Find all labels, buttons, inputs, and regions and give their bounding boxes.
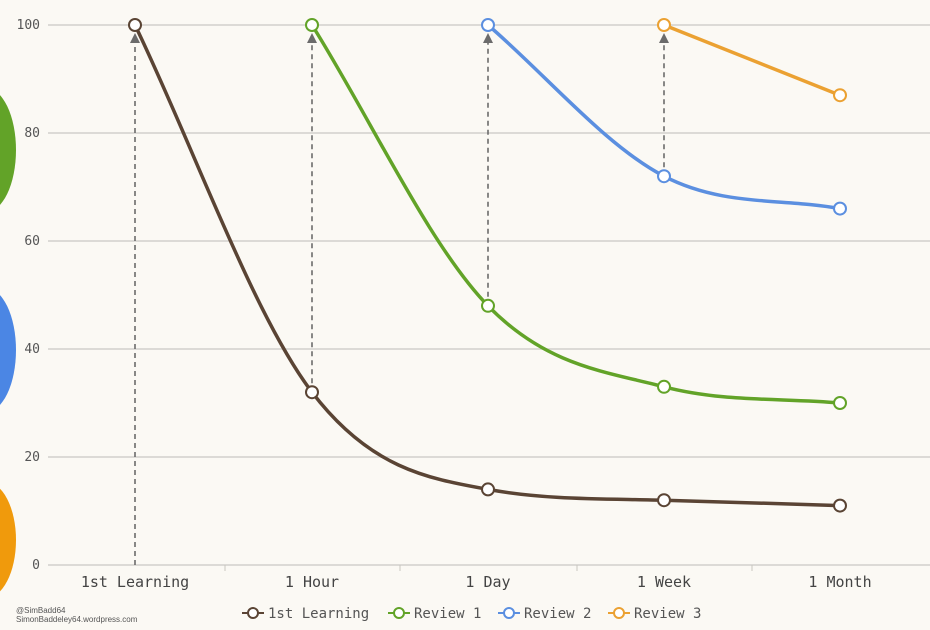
credit-url: SimonBaddeley64.wordpress.com [16, 615, 138, 624]
data-point [657, 18, 671, 32]
legend-label: Review 2 [524, 606, 591, 622]
x-tick-label: 1 Month [808, 573, 871, 591]
y-tick-label: 40 [24, 342, 40, 357]
side-decorations [0, 95, 16, 592]
y-axis-ticks: 0 20 40 60 80 100 [17, 18, 40, 573]
side-blob [0, 95, 16, 205]
data-point [833, 498, 847, 513]
data-point [305, 18, 319, 32]
side-blob [0, 488, 16, 592]
data-point [481, 482, 495, 497]
review-arrowhead [483, 33, 493, 43]
legend: 1st Learning Review 1 Review 2 Review 3 [242, 606, 701, 622]
side-blob [0, 295, 16, 405]
legend-marker [613, 607, 625, 619]
x-tick-label: 1 Week [637, 573, 691, 591]
y-tick-label: 100 [17, 18, 40, 33]
data-point [833, 396, 847, 410]
data-point [128, 18, 142, 32]
legend-label: 1st Learning [268, 606, 369, 622]
data-point [833, 88, 847, 103]
data-point [481, 18, 495, 32]
series-lines [133, 23, 842, 508]
x-axis-ticks: 1st Learning 1 Hour 1 Day 1 Week 1 Month [81, 565, 872, 591]
x-tick-label: 1 Day [465, 573, 510, 591]
y-tick-label: 80 [24, 126, 40, 141]
review-arrows [130, 33, 669, 565]
legend-marker [393, 607, 405, 619]
legend-marker [503, 607, 515, 619]
credit-handle: @SimBadd64 [16, 606, 66, 615]
y-tick-label: 20 [24, 450, 40, 465]
data-point [833, 201, 847, 216]
y-tick-label: 60 [24, 234, 40, 249]
legend-label: Review 3 [634, 606, 701, 622]
legend-marker [247, 607, 259, 619]
series-line [310, 23, 842, 405]
y-tick-label: 0 [32, 558, 40, 573]
series-points [128, 18, 847, 513]
x-tick-label: 1 Hour [285, 573, 339, 591]
data-point [657, 493, 671, 508]
legend-label: Review 1 [414, 606, 481, 622]
review-arrowhead [130, 33, 140, 43]
data-point [305, 385, 319, 400]
series-line [662, 23, 842, 97]
x-tick-label: 1st Learning [81, 573, 189, 591]
series-line [133, 23, 842, 508]
review-arrowhead [307, 33, 317, 43]
data-point [657, 169, 671, 184]
data-point [657, 379, 671, 394]
data-point [481, 298, 495, 313]
review-arrowhead [659, 33, 669, 43]
